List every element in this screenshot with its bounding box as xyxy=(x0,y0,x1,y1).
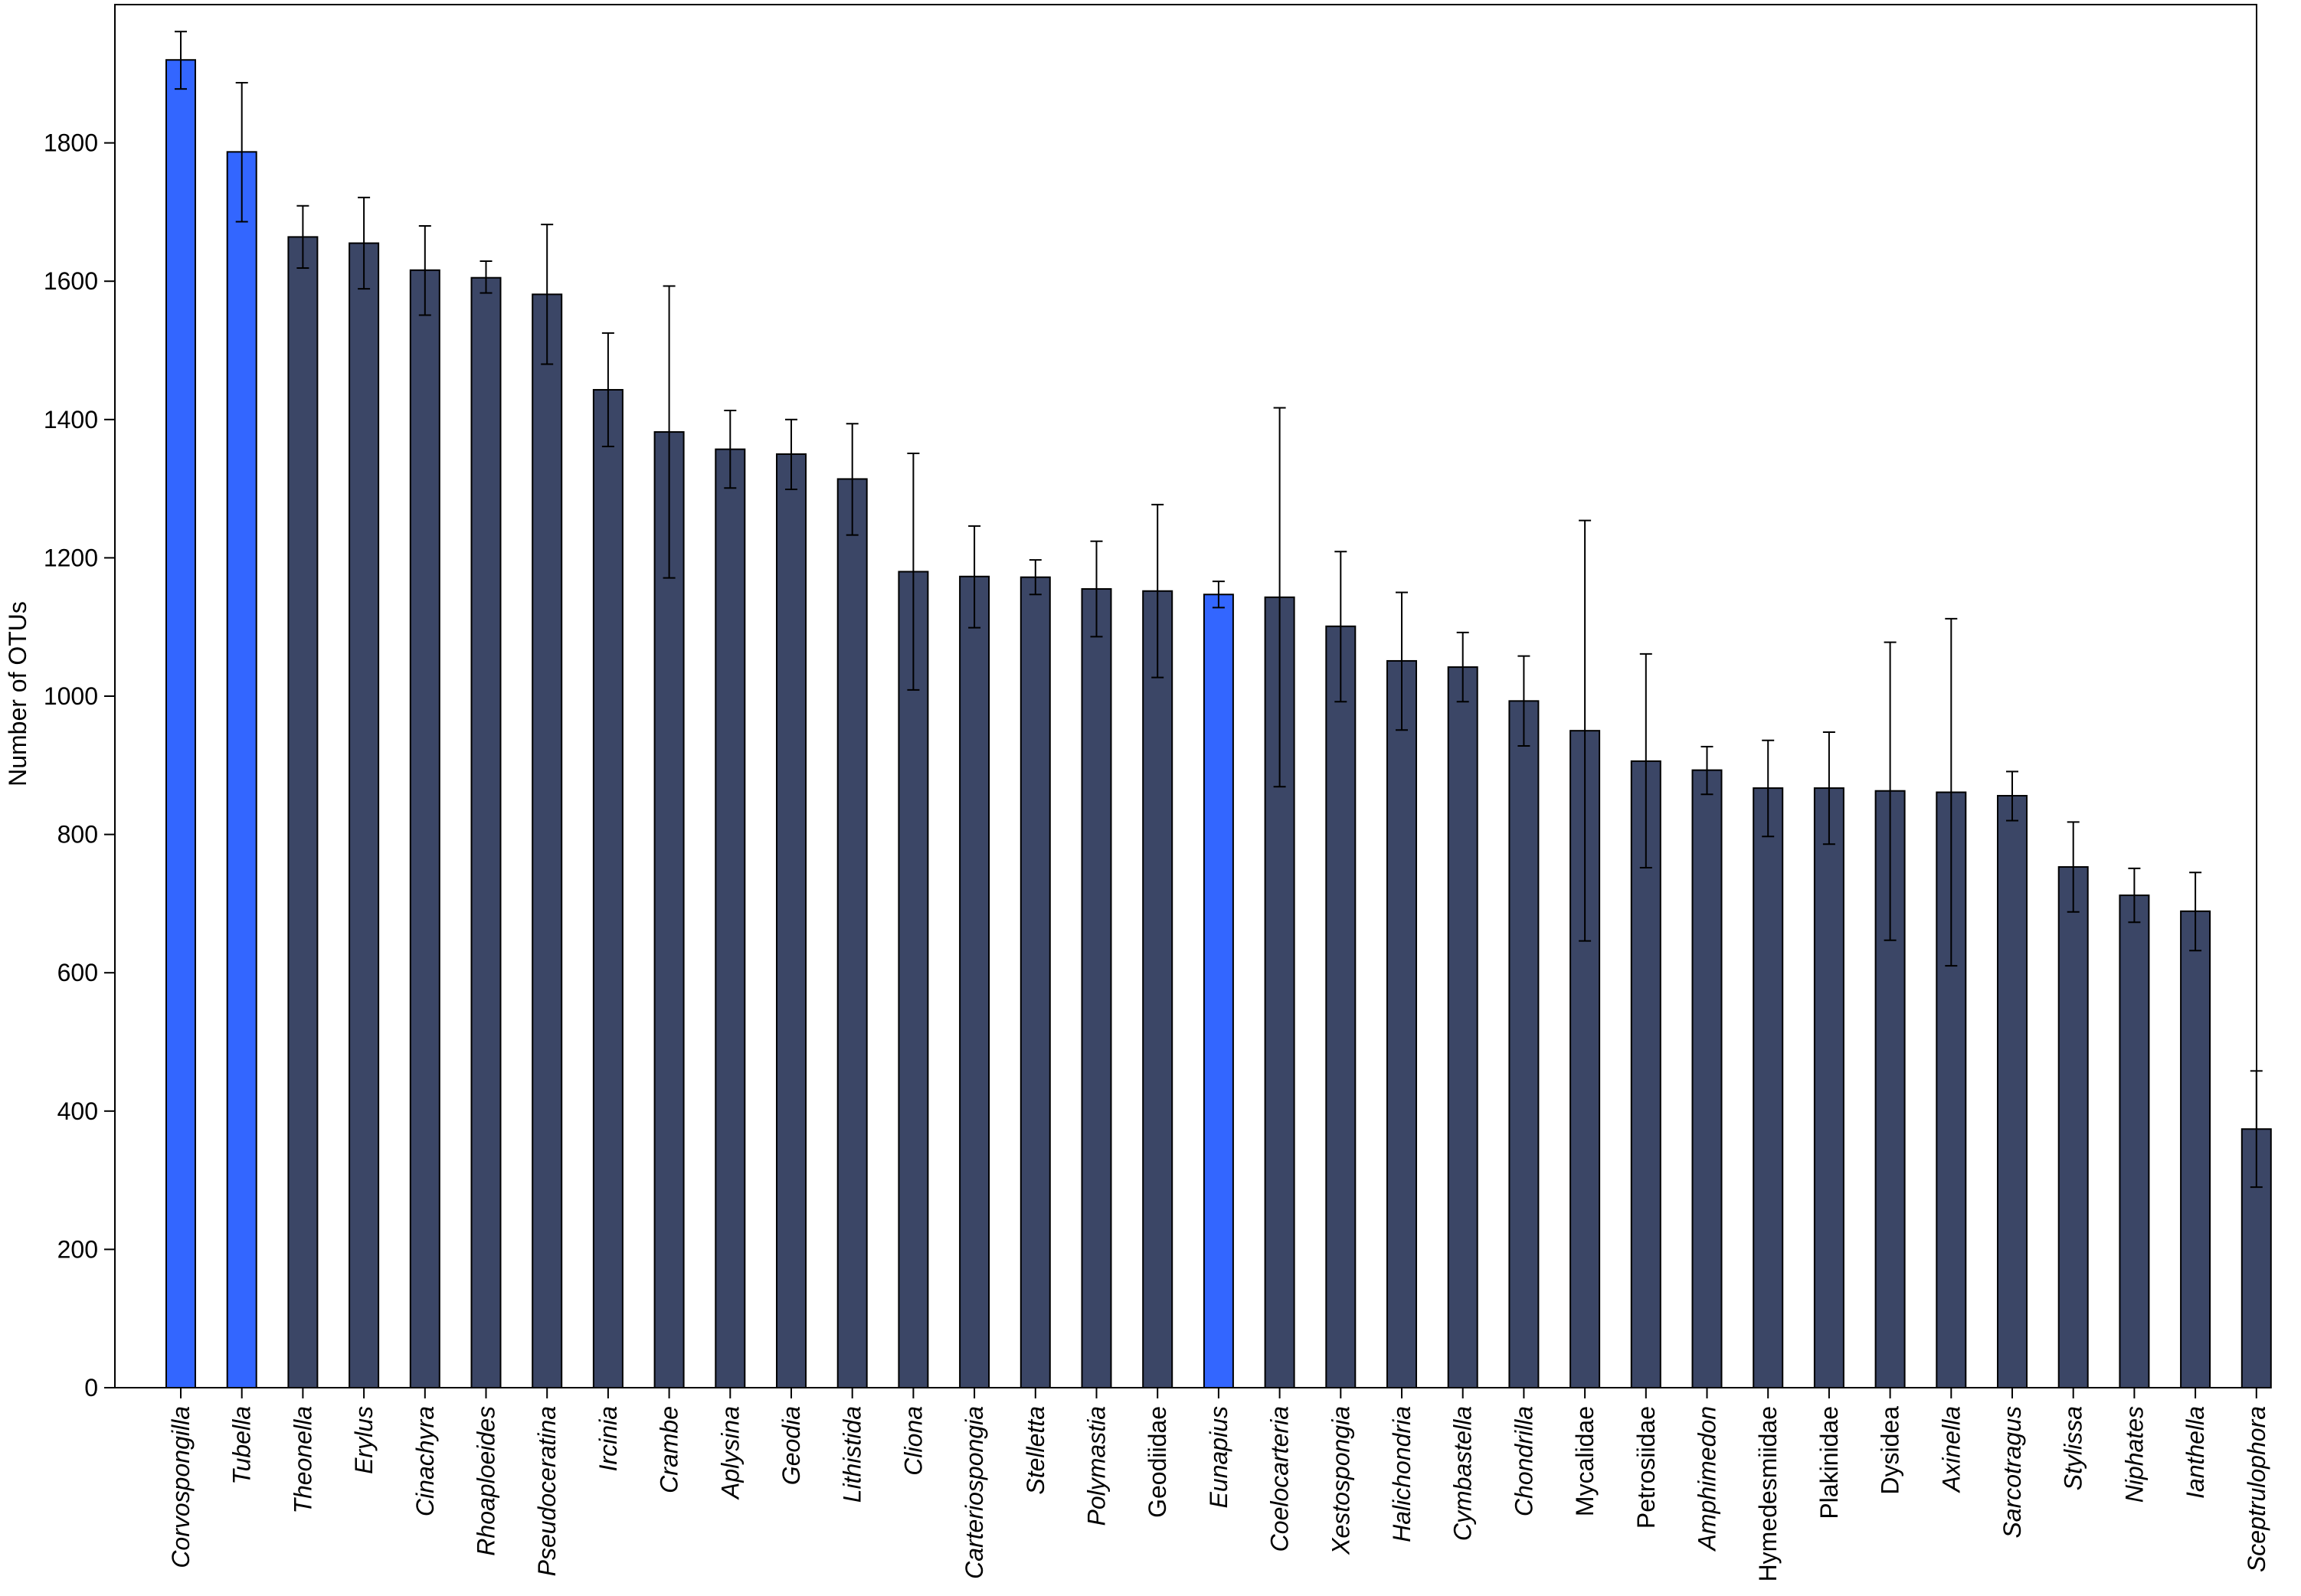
x-category-label: Eunapius xyxy=(1205,1406,1232,1508)
x-category-label: Corvospongilla xyxy=(167,1406,195,1568)
x-category-label: Dysidea xyxy=(1877,1406,1904,1495)
bar xyxy=(1325,625,1357,1388)
x-category-label: Tubella xyxy=(228,1406,256,1485)
x-category-label: Petrosiidae xyxy=(1632,1406,1660,1529)
bar xyxy=(1203,594,1234,1388)
x-category-label: Geodiidae xyxy=(1144,1406,1171,1518)
bar xyxy=(349,242,380,1388)
x-category-label: Theonella xyxy=(289,1406,316,1514)
x-category-label: Lithistida xyxy=(839,1406,866,1503)
x-category-label: Cymbastella xyxy=(1449,1406,1477,1541)
x-category-label: Niphates xyxy=(2120,1406,2148,1503)
bar xyxy=(653,431,685,1389)
y-tick-label: 800 xyxy=(57,821,98,849)
x-category-label: Erylus xyxy=(350,1406,378,1474)
x-category-label: Axinella xyxy=(1937,1406,1965,1493)
x-category-label: Halichondria xyxy=(1388,1406,1416,1542)
bar xyxy=(592,388,624,1389)
x-category-label: Cinachyra xyxy=(411,1406,439,1516)
bar xyxy=(1386,659,1417,1388)
y-tick-label: 200 xyxy=(57,1235,98,1263)
y-tick-label: 0 xyxy=(84,1374,98,1401)
x-category-label: Amphimedon xyxy=(1694,1406,1721,1552)
y-tick-label: 1400 xyxy=(44,406,98,433)
bar xyxy=(287,236,319,1389)
bar xyxy=(1081,588,1112,1388)
bar xyxy=(409,269,440,1389)
bar xyxy=(165,59,196,1389)
x-category-label: Plakinidae xyxy=(1815,1406,1843,1519)
x-category-label: Polymastia xyxy=(1083,1406,1111,1526)
bar xyxy=(898,571,929,1389)
x-category-label: Pseudoceratina xyxy=(533,1406,561,1576)
bar xyxy=(1020,576,1051,1389)
x-category-label: Cliona xyxy=(899,1406,927,1476)
bar xyxy=(959,575,990,1388)
y-tick-label: 400 xyxy=(57,1097,98,1125)
x-axis: Corvospongilla Tubella Theonella Erylus Cina… xyxy=(167,1388,2270,1581)
y-axis-title: Number of OTUs xyxy=(4,601,31,787)
y-tick-label: 1000 xyxy=(44,682,98,710)
bar xyxy=(2057,866,2089,1388)
x-category-label: Ianthella xyxy=(2182,1406,2209,1499)
x-category-label: Chondrilla xyxy=(1510,1406,1537,1516)
bar xyxy=(776,453,807,1389)
x-category-label: Hymedesmiidae xyxy=(1754,1406,1782,1581)
x-category-label: Stylissa xyxy=(2060,1406,2087,1490)
x-category-label: Crambe xyxy=(656,1406,683,1493)
y-tick-label: 600 xyxy=(57,959,98,986)
x-category-label: Coelocarteria xyxy=(1266,1406,1294,1552)
bar xyxy=(836,478,868,1388)
bar xyxy=(1691,769,1723,1388)
bar xyxy=(1447,666,1478,1388)
x-category-label: Sceptrulophora xyxy=(2243,1406,2270,1572)
x-category-label: Geodia xyxy=(777,1406,805,1485)
bar xyxy=(1997,795,2028,1388)
y-axis: 0 200 400 600 800 1000 1200 1400 1600 1800 xyxy=(44,129,115,1401)
x-category-label: Stelletta xyxy=(1022,1406,1049,1495)
x-category-label: Mycalidae xyxy=(1571,1406,1599,1516)
bar xyxy=(2180,910,2211,1388)
y-tick-label: 1800 xyxy=(44,129,98,157)
y-tick-label: 1200 xyxy=(44,544,98,571)
x-category-label: Rhoaploeides xyxy=(473,1406,500,1556)
bars xyxy=(165,59,2272,1389)
x-category-label: Xestospongia xyxy=(1327,1406,1354,1555)
bar xyxy=(715,448,746,1388)
bar xyxy=(2119,894,2150,1388)
x-category-label: Carteriospongia xyxy=(961,1406,988,1579)
bar xyxy=(532,293,563,1388)
bar xyxy=(1753,787,1784,1388)
bar xyxy=(1813,787,1844,1388)
x-category-label: Aplysina xyxy=(716,1406,744,1500)
bar xyxy=(470,276,502,1388)
x-category-label: Sarcotragus xyxy=(1998,1406,2026,1539)
bar xyxy=(226,151,257,1389)
bar xyxy=(1508,700,1540,1388)
x-category-label: Ircinia xyxy=(594,1406,622,1471)
y-tick-label: 1600 xyxy=(44,267,98,295)
bar xyxy=(1142,590,1173,1388)
